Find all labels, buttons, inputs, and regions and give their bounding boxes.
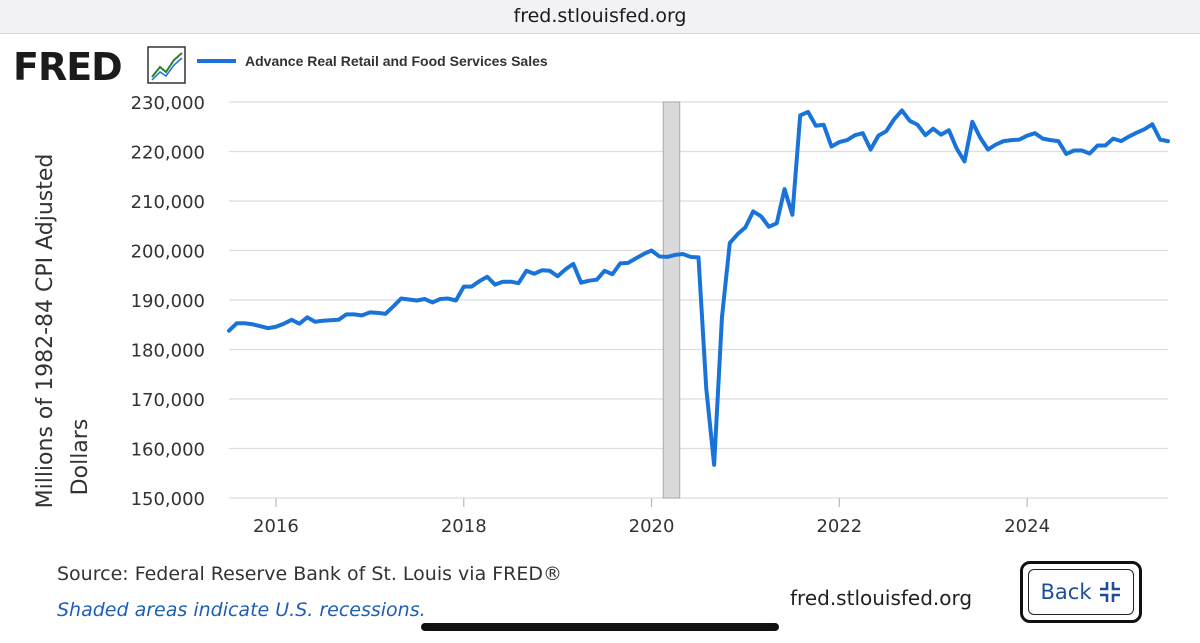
y-tick-label: 230,000: [131, 93, 205, 114]
series-layer: [227, 108, 1170, 467]
url-text[interactable]: fred.stlouisfed.org: [513, 5, 687, 27]
x-tick-label: 2020: [629, 516, 675, 537]
trend-chart-icon: [147, 46, 186, 84]
series-line-retail-sales: [227, 108, 1170, 467]
collapse-arrows-icon: [1100, 582, 1121, 602]
chart: FRED Advance Real Retail and Food Servic…: [13, 45, 1170, 537]
source-text: Source: Federal Reserve Bank of St. Loui…: [57, 563, 563, 585]
x-axis-ticks: 2016 2018 2020 2022 2024: [253, 498, 1050, 537]
y-tick-label: 180,000: [131, 341, 205, 362]
back-button-label: Back: [1040, 580, 1092, 604]
x-tick-label: 2024: [1004, 516, 1050, 537]
y-tick-label: 160,000: [131, 440, 205, 461]
legend-label: Advance Real Retail and Food Services Sa…: [245, 53, 548, 69]
footer-url[interactable]: fred.stlouisfed.org: [790, 586, 973, 610]
recession-band: [662, 101, 681, 499]
x-tick-label: 2022: [816, 516, 862, 537]
y-tick-label: 190,000: [131, 291, 205, 312]
back-button[interactable]: Back: [1020, 561, 1142, 623]
y-tick-label: 170,000: [131, 390, 205, 411]
y-tick-label: 200,000: [131, 242, 205, 263]
fred-logo-text: FRED: [13, 45, 122, 89]
back-button-inner: Back: [1028, 569, 1134, 615]
gridlines: [229, 101, 1168, 499]
x-tick-label: 2016: [253, 516, 299, 537]
y-axis-title-line-1: Millions of 1982-84 CPI Adjusted: [33, 154, 58, 509]
y-axis-title: Millions of 1982-84 CPI Adjusted Dollars: [33, 154, 93, 509]
y-axis-title-line-2: Dollars: [68, 419, 93, 496]
y-tick-label: 150,000: [131, 489, 205, 510]
y-tick-label: 210,000: [131, 192, 205, 213]
recession-note-link[interactable]: Shaded areas indicate U.S. recessions.: [57, 599, 426, 621]
browser-url-bar[interactable]: fred.stlouisfed.org: [0, 0, 1200, 34]
y-axis-ticks: 150,000 160,000 170,000 180,000 190,000 200,0…: [131, 93, 205, 510]
x-tick-label: 2018: [441, 516, 487, 537]
y-tick-label: 220,000: [131, 143, 205, 164]
recession-shading: [662, 101, 681, 499]
home-indicator: [421, 623, 779, 631]
